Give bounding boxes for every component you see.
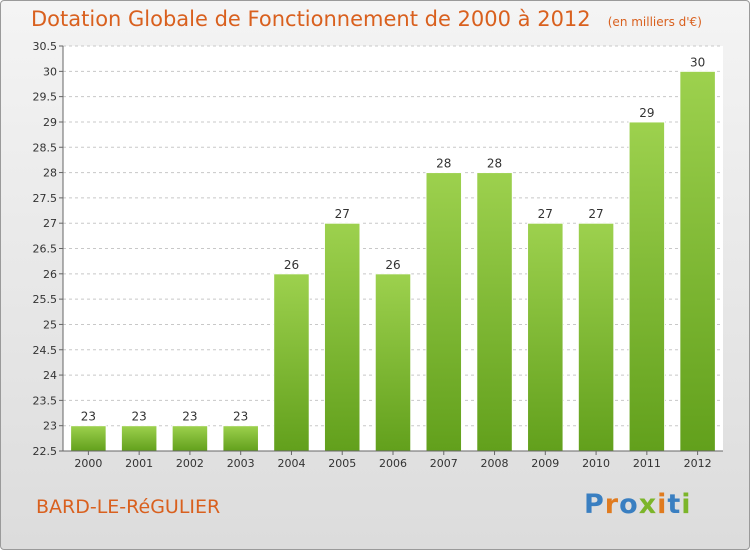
bar-2011 bbox=[628, 121, 666, 452]
bar-2005 bbox=[323, 222, 361, 452]
x-tick-label: 2007 bbox=[430, 457, 458, 470]
logo-letter: i bbox=[681, 489, 692, 520]
data-label-2000: 23 bbox=[81, 410, 96, 424]
y-tick-label: 28 bbox=[43, 167, 57, 180]
chart-title: Dotation Globale de Fonctionnement de 20… bbox=[31, 7, 591, 31]
bars bbox=[70, 70, 716, 452]
y-tick-label: 23 bbox=[43, 420, 57, 433]
y-tick-label: 30 bbox=[43, 65, 57, 78]
axes: 22.5 23 23.5 24 24.5 25 25.5 26 26.5 27 27.5 28 28.5… bbox=[33, 40, 723, 470]
bar-2003 bbox=[222, 425, 259, 452]
data-label-2011: 29 bbox=[639, 106, 654, 120]
x-tick-label: 2006 bbox=[379, 457, 407, 470]
data-label-2003: 23 bbox=[233, 410, 248, 424]
bar-2008 bbox=[476, 172, 513, 452]
y-tick-label: 22.5 bbox=[33, 445, 58, 458]
data-label-2009: 27 bbox=[538, 207, 553, 221]
chart-unit: (en milliers d'€) bbox=[607, 15, 702, 29]
y-tick-label: 26.5 bbox=[33, 243, 58, 256]
logo-letter: x bbox=[638, 489, 658, 520]
logo-letter: P bbox=[584, 489, 605, 520]
x-tick-label: 2003 bbox=[227, 457, 255, 470]
logo-letter: r bbox=[604, 489, 620, 520]
y-tick-label: 29.5 bbox=[33, 91, 58, 104]
commune-name: BARD-LE-RéGULIER bbox=[36, 496, 221, 518]
x-tick-label: 2011 bbox=[633, 457, 661, 470]
bar-2007 bbox=[425, 172, 463, 452]
bar-2002 bbox=[171, 425, 209, 452]
y-tick-label: 29 bbox=[43, 116, 57, 129]
chart-title-row: Dotation Globale de Fonctionnement de 20… bbox=[31, 7, 702, 31]
data-label-2012: 30 bbox=[690, 55, 705, 69]
bar-2001 bbox=[120, 425, 158, 452]
bar-2009 bbox=[527, 222, 564, 452]
data-label-2004: 26 bbox=[284, 258, 299, 272]
bar-2000 bbox=[70, 425, 107, 452]
data-label-2006: 26 bbox=[385, 258, 400, 272]
y-tick-label: 23.5 bbox=[33, 394, 58, 407]
logo-letter: t bbox=[667, 489, 682, 520]
data-labels: 23 23 23 23 26 27 26 28 28 27 27 29 30 bbox=[81, 55, 706, 423]
x-tick-label: 2001 bbox=[125, 457, 153, 470]
proxiti-logo: Proxiti bbox=[584, 489, 692, 520]
x-tick-label: 2004 bbox=[277, 457, 305, 470]
data-label-2008: 28 bbox=[487, 157, 502, 171]
data-label-2005: 27 bbox=[335, 207, 350, 221]
bar-2012 bbox=[679, 70, 716, 452]
logo-letter: o bbox=[619, 489, 639, 520]
x-tick-label: 2012 bbox=[684, 457, 712, 470]
bar-2010 bbox=[577, 222, 615, 452]
y-tick-label: 26 bbox=[43, 268, 57, 281]
bar-2006 bbox=[374, 273, 412, 452]
y-tick-label: 24 bbox=[43, 369, 57, 382]
y-tick-label: 25 bbox=[43, 318, 57, 331]
bar-2004 bbox=[273, 273, 310, 452]
data-label-2002: 23 bbox=[182, 410, 197, 424]
y-tick-label: 27.5 bbox=[33, 192, 58, 205]
data-label-2007: 28 bbox=[436, 157, 451, 171]
x-tick-label: 2002 bbox=[176, 457, 204, 470]
x-tick-label: 2008 bbox=[481, 457, 509, 470]
x-tick-label: 2005 bbox=[328, 457, 356, 470]
x-tick-label: 2009 bbox=[531, 457, 559, 470]
y-tick-label: 30.5 bbox=[33, 40, 58, 53]
x-tick-label: 2000 bbox=[74, 457, 102, 470]
y-tick-label: 24.5 bbox=[33, 344, 58, 357]
data-label-2001: 23 bbox=[132, 410, 147, 424]
logo-letter: i bbox=[657, 489, 668, 520]
x-tick-label: 2010 bbox=[582, 457, 610, 470]
data-label-2010: 27 bbox=[588, 207, 603, 221]
y-tick-label: 28.5 bbox=[33, 141, 58, 154]
y-tick-label: 25.5 bbox=[33, 293, 58, 306]
y-tick-label: 27 bbox=[43, 217, 57, 230]
